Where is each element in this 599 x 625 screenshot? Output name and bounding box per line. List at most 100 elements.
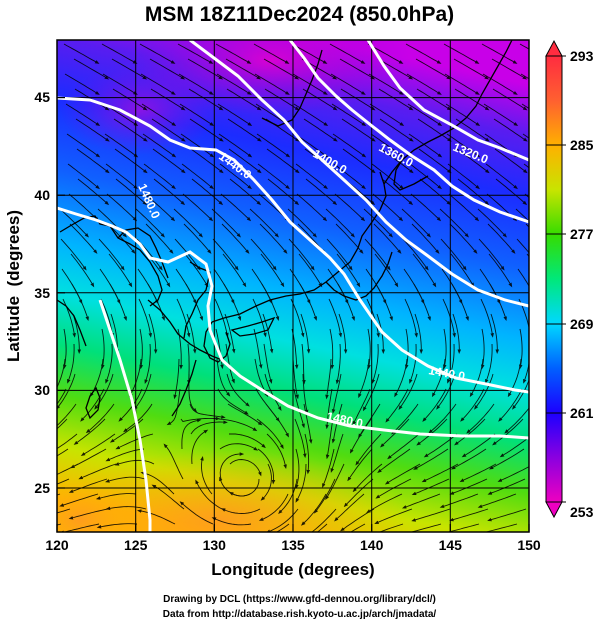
streamline — [57, 373, 76, 410]
streamline — [184, 253, 209, 288]
streamline — [106, 193, 138, 222]
colorbar-tick-285: 285 — [570, 137, 594, 153]
streamline — [477, 523, 518, 532]
streamline — [216, 358, 231, 397]
contour-1480-south — [98, 299, 152, 532]
streamline — [451, 283, 469, 322]
streamline — [218, 133, 253, 158]
streamline — [250, 238, 277, 271]
streamline — [460, 388, 485, 422]
streamline — [325, 208, 355, 238]
streamline — [293, 103, 329, 127]
streamline — [407, 103, 443, 127]
streamline — [265, 403, 289, 438]
streamline — [151, 118, 186, 142]
streamline — [223, 283, 242, 321]
x-tick-145: 145 — [439, 537, 463, 553]
streamline — [364, 238, 391, 271]
streamline — [412, 253, 437, 288]
streamline — [191, 429, 209, 465]
streamline — [477, 493, 517, 508]
y-tick-45: 45 — [34, 89, 50, 105]
streamline — [226, 373, 250, 407]
streamline — [325, 463, 345, 501]
streamline — [152, 148, 186, 174]
streamline — [225, 58, 262, 80]
streamline — [367, 328, 371, 370]
streamline — [334, 493, 365, 522]
x-tick-140: 140 — [360, 537, 384, 553]
streamline — [415, 58, 452, 80]
streamline — [362, 373, 380, 412]
streamline — [257, 163, 290, 190]
streamline — [212, 238, 239, 271]
streamline — [328, 298, 343, 338]
streamline — [255, 103, 291, 127]
streamline — [80, 388, 105, 422]
streamline — [294, 418, 307, 459]
streamline — [153, 178, 186, 206]
streamline — [105, 506, 147, 511]
streamline — [182, 193, 214, 222]
streamline — [187, 58, 224, 80]
streamline — [370, 133, 405, 158]
streamline — [57, 463, 79, 475]
streamline — [342, 148, 376, 174]
axis-ticks — [56, 96, 530, 532]
streamline — [483, 103, 519, 127]
streamline — [378, 88, 414, 111]
streamline — [304, 433, 311, 475]
streamline — [313, 478, 336, 514]
y-tick-40: 40 — [34, 187, 50, 203]
streamline — [65, 103, 101, 127]
streamline — [57, 358, 66, 389]
streamline — [218, 418, 258, 432]
streamline — [443, 43, 480, 64]
colorbar: 293 285 277 269 261 253 — [545, 39, 594, 520]
streamline — [290, 298, 305, 338]
streamline — [141, 103, 177, 127]
streamline — [265, 508, 299, 532]
streamline — [57, 403, 77, 427]
streamline — [439, 493, 479, 508]
streamline — [413, 283, 431, 322]
streamline — [330, 433, 344, 473]
streamline — [449, 478, 488, 495]
streamline — [189, 118, 224, 142]
streamline — [421, 463, 459, 483]
streamline — [67, 163, 100, 190]
streamline — [487, 478, 526, 495]
streamline — [456, 148, 490, 174]
streamline — [64, 73, 100, 95]
streamline — [436, 373, 456, 410]
streamline — [330, 73, 366, 95]
streamline — [410, 193, 442, 222]
streamline — [404, 298, 418, 338]
contour-1480 — [57, 206, 529, 440]
streamline — [401, 523, 442, 532]
streamline — [220, 193, 252, 222]
streamline — [57, 433, 78, 450]
streamline — [219, 452, 245, 480]
streamline — [295, 463, 307, 503]
streamline — [102, 73, 138, 95]
streamline — [295, 448, 300, 490]
streamline — [380, 148, 414, 174]
streamline — [305, 178, 338, 206]
streamline — [316, 523, 328, 532]
streamline — [300, 493, 327, 526]
streamline — [71, 283, 89, 322]
streamline — [492, 418, 524, 446]
streamline — [480, 298, 494, 338]
streamline — [303, 118, 338, 142]
streamline — [253, 43, 290, 64]
streamline — [150, 88, 186, 111]
streamline — [181, 163, 214, 190]
streamline — [105, 476, 146, 483]
streamline — [369, 103, 405, 127]
streamline — [378, 523, 404, 532]
streamline — [377, 58, 414, 80]
streamline — [219, 443, 259, 451]
streamline — [68, 193, 100, 222]
streamline — [112, 88, 148, 111]
